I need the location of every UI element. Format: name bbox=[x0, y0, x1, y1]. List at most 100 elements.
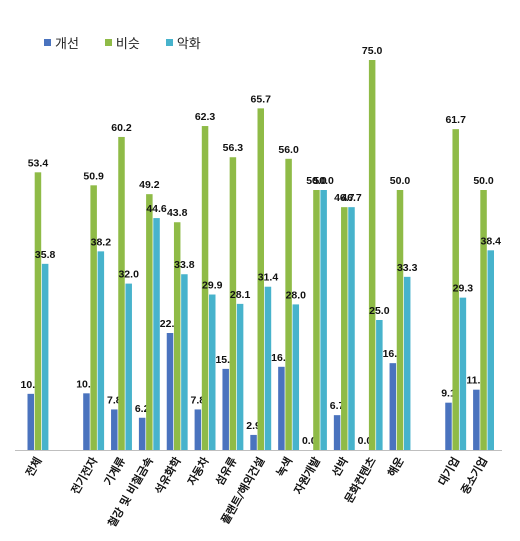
data-label-12-0: 0.0 bbox=[358, 435, 373, 447]
category-label-5: 석유화학 bbox=[151, 455, 183, 497]
data-label-10-0: 0.0 bbox=[302, 435, 317, 447]
data-label-12-1: 75.0 bbox=[362, 45, 383, 57]
legend-label-improve: 개선 bbox=[55, 37, 79, 52]
data-label-16-2: 38.4 bbox=[481, 235, 502, 247]
data-label-0-2: 35.8 bbox=[35, 249, 56, 261]
data-label-16-1: 50.0 bbox=[473, 175, 494, 187]
category-label-15: 대기업 bbox=[435, 455, 462, 488]
bar-4-0 bbox=[138, 417, 146, 450]
bar-15-0 bbox=[445, 402, 452, 450]
bar-9-1 bbox=[285, 158, 292, 451]
data-label-9-1: 56.0 bbox=[278, 144, 299, 156]
bar-11-0 bbox=[333, 415, 341, 450]
category-label-9: 녹색 bbox=[273, 455, 295, 480]
legend-item-worse: 악화 bbox=[165, 33, 201, 52]
data-label-11-2: 46.7 bbox=[341, 192, 362, 204]
bar-7-0 bbox=[222, 368, 229, 450]
data-label-3-2: 32.0 bbox=[118, 269, 139, 281]
bar-13-1 bbox=[396, 190, 404, 450]
bar-16-2 bbox=[487, 250, 494, 450]
bar-9-2 bbox=[292, 304, 300, 450]
data-label-10-1: 50.0 bbox=[306, 175, 327, 187]
bar-0-0 bbox=[27, 393, 34, 450]
data-label-8-0: 2.9 bbox=[246, 420, 261, 432]
bar-6-2 bbox=[209, 294, 216, 450]
legend-swatch-worse bbox=[165, 39, 173, 46]
bar-5-0 bbox=[166, 333, 174, 450]
legend-item-improve: 개선 bbox=[44, 33, 79, 52]
data-label-10-2: 50.0 bbox=[313, 175, 334, 187]
bar-12-2 bbox=[376, 320, 383, 450]
bar-3-1 bbox=[118, 136, 125, 450]
data-label-5-1: 43.8 bbox=[167, 207, 188, 219]
bar-15-1 bbox=[452, 129, 459, 450]
data-label-4-1: 49.2 bbox=[139, 179, 160, 191]
data-label-9-2: 28.0 bbox=[286, 289, 307, 301]
category-label-13: 해운 bbox=[384, 455, 406, 480]
data-label-7-1: 56.3 bbox=[223, 142, 244, 154]
data-label-13-1: 50.0 bbox=[390, 175, 411, 187]
data-label-15-1: 61.7 bbox=[445, 114, 466, 126]
bar-3-0 bbox=[111, 409, 118, 450]
bar-7-1 bbox=[229, 157, 237, 451]
legend-item-similar: 비슷 bbox=[104, 33, 140, 52]
category-label-10: 자원개발 bbox=[291, 455, 323, 497]
bar-6-0 bbox=[194, 409, 202, 450]
legend-label-worse: 악화 bbox=[176, 37, 201, 52]
legend: 개선 비슷 악화 bbox=[44, 33, 201, 52]
bar-13-2 bbox=[403, 276, 411, 450]
bar-7-2 bbox=[236, 303, 244, 450]
data-label-15-2: 29.3 bbox=[453, 283, 474, 295]
data-label-2-2: 38.2 bbox=[91, 236, 112, 248]
legend-swatch-similar bbox=[104, 39, 112, 46]
bar-6-1 bbox=[201, 126, 209, 450]
data-label-6-0: 7.8 bbox=[191, 394, 206, 406]
data-label-7-2: 28.1 bbox=[230, 289, 251, 301]
bar-11-2 bbox=[348, 207, 355, 450]
bar-0-1 bbox=[34, 172, 42, 450]
category-label-0: 전체 bbox=[22, 455, 44, 480]
bar-15-2 bbox=[459, 297, 467, 450]
data-label-11-0: 6.7 bbox=[330, 400, 345, 412]
bar-2-1 bbox=[90, 185, 97, 450]
bar-13-0 bbox=[389, 363, 397, 450]
data-label-8-1: 65.7 bbox=[251, 93, 272, 105]
data-label-4-2: 44.6 bbox=[146, 203, 167, 215]
data-label-3-0: 7.8 bbox=[107, 394, 122, 406]
data-label-6-2: 29.9 bbox=[202, 280, 223, 292]
data-label-0-1: 53.4 bbox=[28, 157, 49, 169]
data-label-11-1: 46.7 bbox=[334, 192, 355, 204]
data-label-5-2: 33.8 bbox=[174, 259, 195, 271]
category-label-3: 기계류 bbox=[101, 455, 128, 488]
bar-12-1 bbox=[368, 60, 376, 450]
bar-5-2 bbox=[181, 274, 188, 450]
bar-5-1 bbox=[173, 222, 181, 450]
category-label-6: 자동차 bbox=[184, 454, 212, 488]
data-label-4-0: 6.2 bbox=[135, 403, 150, 415]
bar-0-2 bbox=[41, 263, 49, 450]
data-label-15-0: 9.1 bbox=[441, 388, 456, 400]
bar-8-0 bbox=[250, 434, 257, 450]
data-label-13-2: 33.3 bbox=[397, 262, 418, 274]
bar-8-1 bbox=[257, 108, 264, 451]
category-label-11: 선박 bbox=[329, 455, 351, 480]
bar-16-0 bbox=[473, 389, 480, 450]
bar-9-0 bbox=[278, 366, 285, 450]
bar-4-1 bbox=[146, 194, 153, 450]
bar-10-2 bbox=[320, 190, 327, 450]
data-label-2-1: 50.9 bbox=[83, 170, 104, 182]
data-label-6-1: 62.3 bbox=[195, 111, 216, 123]
data-label-12-2: 25.0 bbox=[369, 305, 390, 317]
bar-10-1 bbox=[313, 190, 320, 450]
category-label-7: 섬유류 bbox=[212, 455, 239, 488]
bar-2-2 bbox=[97, 251, 105, 450]
legend-label-similar: 비슷 bbox=[115, 37, 140, 52]
category-label-16: 중소기업 bbox=[458, 455, 490, 497]
category-label-2: 전기전자 bbox=[68, 454, 101, 497]
data-label-3-1: 60.2 bbox=[111, 122, 132, 134]
legend-swatch-improve bbox=[44, 39, 51, 46]
bar-3-2 bbox=[125, 283, 132, 450]
bar-16-1 bbox=[480, 190, 487, 450]
data-label-8-2: 31.4 bbox=[258, 272, 279, 284]
